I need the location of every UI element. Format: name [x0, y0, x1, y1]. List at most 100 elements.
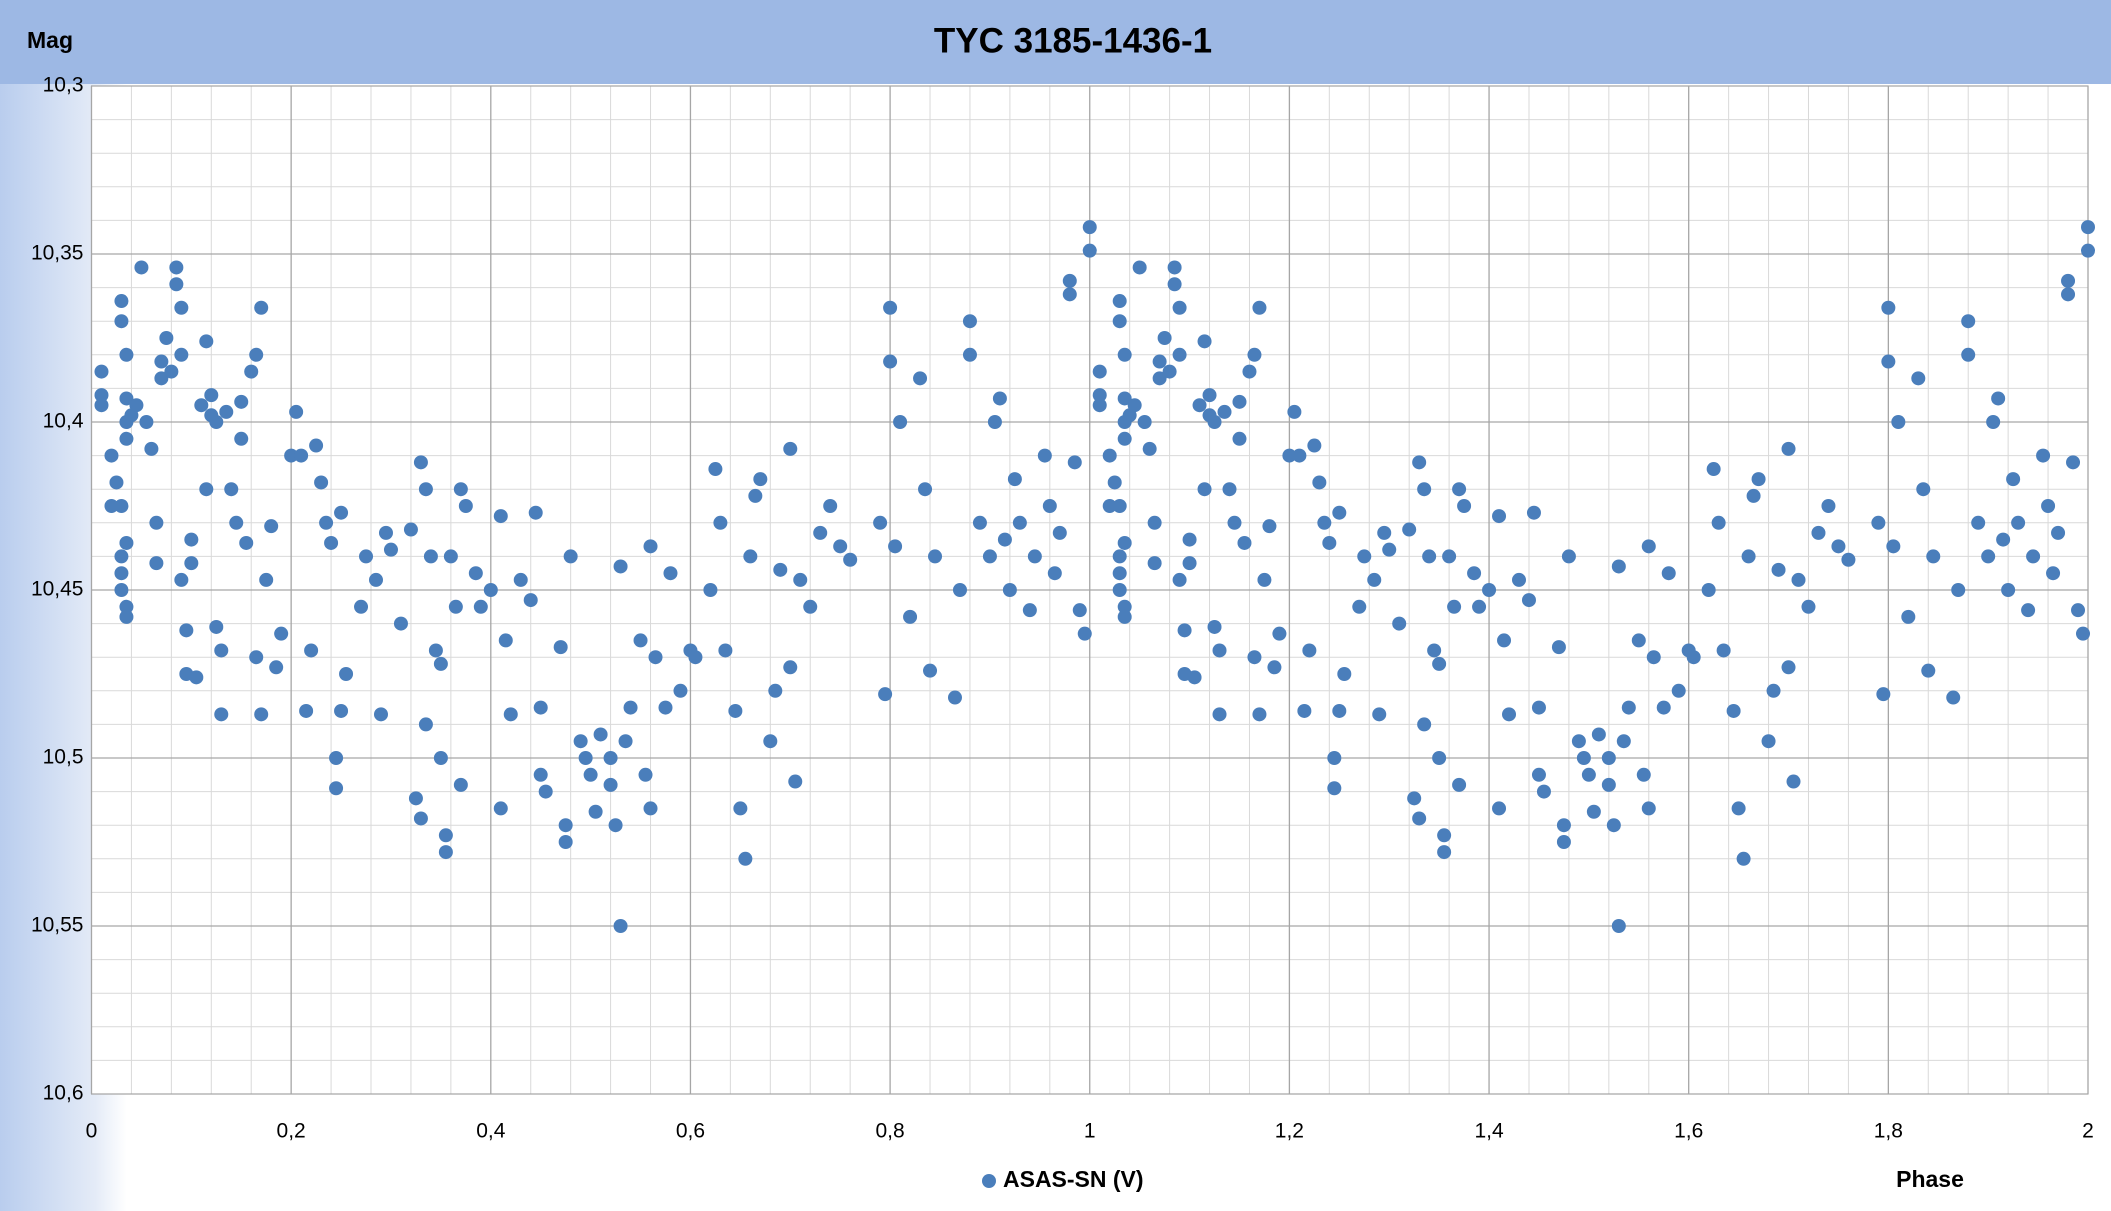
data-point: [1202, 388, 1217, 403]
data-point: [408, 791, 423, 806]
data-point: [1067, 455, 1082, 470]
data-point: [783, 441, 798, 456]
data-point: [1112, 294, 1127, 309]
data-point: [1571, 734, 1586, 749]
data-point: [1621, 700, 1636, 715]
x-tick-label: 0,2: [277, 1120, 306, 1143]
data-point: [733, 801, 748, 816]
data-point: [189, 670, 204, 685]
data-point: [1212, 643, 1227, 658]
data-point: [928, 549, 943, 564]
data-point: [1556, 835, 1571, 849]
data-point: [169, 260, 184, 275]
data-point: [603, 751, 618, 765]
legend-label: ASAS-SN (V): [1003, 1166, 1144, 1192]
data-point: [1262, 519, 1277, 534]
data-point: [1172, 300, 1187, 315]
x-tick-label: 1,4: [1474, 1120, 1504, 1143]
data-point: [1926, 549, 1941, 564]
data-point: [1147, 556, 1162, 571]
data-point: [1711, 515, 1726, 530]
data-point: [1227, 515, 1242, 530]
data-point: [1746, 488, 1761, 503]
data-point: [788, 774, 803, 789]
data-point: [1586, 804, 1601, 819]
data-point: [1117, 535, 1132, 550]
data-point: [763, 734, 778, 749]
data-point: [334, 505, 349, 520]
x-tick-label: 0: [86, 1120, 98, 1143]
data-point: [1282, 448, 1297, 463]
data-point: [1107, 475, 1122, 490]
data-point: [1077, 626, 1092, 641]
data-point: [748, 488, 763, 503]
data-point: [239, 535, 254, 550]
data-point: [843, 552, 858, 567]
data-point: [708, 462, 723, 477]
data-point: [1911, 371, 1926, 386]
data-point: [493, 509, 508, 524]
data-point: [713, 515, 728, 530]
y-tick-label: 10,45: [31, 578, 84, 601]
data-point: [1287, 404, 1302, 419]
data-point: [1082, 243, 1097, 258]
data-point: [1412, 455, 1427, 470]
data-point: [1247, 347, 1262, 362]
data-point: [104, 499, 119, 513]
data-point: [1916, 482, 1931, 497]
data-point: [1092, 364, 1107, 379]
y-tick-label: 10,3: [43, 74, 84, 97]
data-point: [528, 505, 543, 520]
data-point: [2001, 583, 2016, 597]
data-point: [493, 801, 508, 816]
data-point: [1102, 499, 1117, 513]
data-point: [1646, 650, 1661, 665]
data-point: [219, 404, 234, 419]
data-point: [2061, 287, 2076, 302]
data-point: [1467, 566, 1482, 581]
data-point: [813, 525, 828, 540]
data-point: [618, 734, 633, 749]
data-point: [1731, 801, 1746, 816]
data-point: [1432, 656, 1447, 671]
data-point: [1801, 599, 1816, 614]
data-point: [1147, 515, 1162, 530]
data-point: [1062, 273, 1077, 288]
data-point: [603, 777, 618, 792]
data-point: [1551, 640, 1566, 655]
data-point: [1631, 633, 1646, 648]
data-point: [154, 371, 169, 386]
data-point: [1561, 549, 1576, 564]
data-point: [94, 388, 109, 403]
data-point: [1432, 751, 1447, 765]
data-point: [334, 703, 349, 718]
data-point: [1042, 499, 1057, 513]
data-point: [1332, 703, 1347, 718]
data-point: [174, 300, 189, 315]
data-point: [1072, 603, 1087, 618]
data-point: [718, 643, 733, 658]
data-point: [823, 499, 838, 513]
data-point: [918, 482, 933, 497]
data-point: [1247, 650, 1262, 665]
data-point: [883, 354, 898, 369]
data-point: [94, 398, 109, 413]
data-point: [214, 643, 229, 658]
data-point: [114, 314, 129, 329]
data-point: [1367, 572, 1382, 587]
data-point: [119, 431, 134, 446]
data-point: [643, 539, 658, 554]
data-point: [648, 650, 663, 665]
data-point: [793, 572, 808, 587]
data-point: [1701, 583, 1716, 597]
data-point: [783, 660, 798, 675]
x-tick-label: 0,6: [676, 1120, 705, 1143]
data-point: [1182, 532, 1197, 547]
data-point: [1422, 549, 1437, 564]
data-point: [1302, 643, 1317, 658]
data-point: [728, 703, 743, 718]
data-point: [1492, 509, 1507, 524]
data-point: [923, 663, 938, 678]
data-point: [1741, 549, 1756, 564]
data-point: [1671, 683, 1686, 698]
